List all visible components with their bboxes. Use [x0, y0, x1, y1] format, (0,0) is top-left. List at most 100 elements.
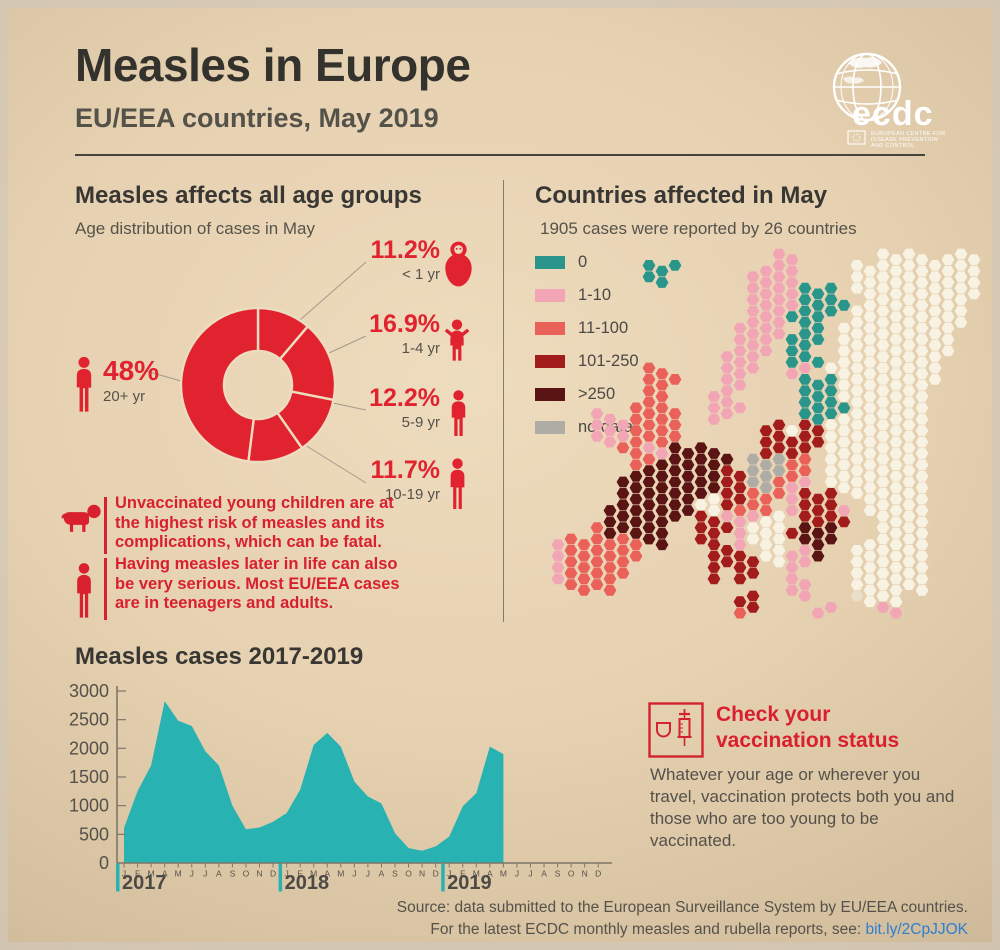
- hex-tile: [850, 453, 864, 465]
- hex-tile: [889, 607, 903, 619]
- hex-tile: [876, 602, 890, 613]
- hex-tile: [785, 288, 799, 300]
- hex-tile: [902, 339, 916, 351]
- hex-tile: [720, 499, 734, 511]
- hex-tile: [902, 510, 916, 522]
- hex-tile: [876, 499, 890, 511]
- hex-tile: [655, 482, 669, 494]
- hex-tile: [824, 442, 838, 454]
- hex-tile: [733, 379, 747, 391]
- hex-tile: [642, 533, 656, 545]
- hex-tile: [928, 362, 942, 374]
- y-tick-label: 500: [79, 824, 109, 844]
- month-tick-label: S: [230, 869, 236, 879]
- map-legend-item: >250: [535, 378, 639, 411]
- hex-tile: [902, 271, 916, 283]
- hex-tile: [798, 419, 812, 431]
- hex-tile: [954, 282, 968, 294]
- hex-tile: [655, 448, 669, 459]
- hex-tile: [837, 322, 851, 334]
- hex-tile: [902, 248, 916, 260]
- hex-tile: [837, 413, 851, 425]
- hex-tile: [603, 539, 617, 551]
- hex-tile: [720, 556, 734, 568]
- area-series: [124, 701, 504, 863]
- teen-icon: [450, 458, 465, 509]
- hex-tile: [720, 476, 734, 488]
- hex-tile: [564, 556, 578, 568]
- legend-swatch: [535, 289, 565, 302]
- hex-tile: [746, 533, 760, 545]
- hex-tile: [863, 334, 877, 345]
- hex-tile: [707, 562, 721, 573]
- hex-tile: [954, 317, 968, 328]
- hex-tile: [876, 590, 890, 602]
- hex-tile: [655, 425, 669, 437]
- hex-tile: [824, 408, 838, 419]
- hex-tile: [616, 556, 630, 568]
- hex-tile: [564, 567, 578, 579]
- hex-tile: [772, 442, 786, 454]
- hex-tile: [681, 459, 695, 471]
- hex-tile: [707, 391, 721, 402]
- hex-tile: [837, 459, 851, 471]
- hex-tile: [850, 408, 864, 419]
- hex-tile: [655, 265, 669, 277]
- month-tick-label: D: [270, 869, 276, 879]
- eu-flag-icon: [847, 130, 866, 145]
- hex-tile: [824, 305, 838, 317]
- hex-tile: [655, 470, 669, 482]
- map-section-title: Countries affected in May: [535, 182, 828, 209]
- hex-tile: [850, 305, 864, 317]
- hex-tile: [772, 419, 786, 431]
- hex-tile: [590, 419, 604, 431]
- hex-tile: [785, 573, 799, 585]
- hex-tile: [603, 516, 617, 528]
- hex-tile: [837, 436, 851, 448]
- hex-tile: [668, 260, 682, 271]
- month-tick-label: J: [366, 869, 370, 879]
- vaccination-callout-title: Check your vaccination status: [716, 703, 900, 752]
- hex-tile: [720, 362, 734, 374]
- hex-tile: [876, 533, 890, 545]
- hex-tile: [850, 590, 864, 602]
- hex-tile: [824, 396, 838, 408]
- y-tick-label: 3000: [69, 681, 109, 701]
- hex-tile: [954, 305, 968, 317]
- hex-tile: [850, 385, 864, 397]
- donut-slice-20+yr: [179, 306, 260, 463]
- hex-tile: [746, 317, 760, 328]
- donut-label-5-9yr: 12.2% 5-9 yr: [330, 384, 440, 432]
- pct-value: 12.2%: [369, 384, 440, 412]
- hex-tile: [668, 419, 682, 431]
- legend-swatch: [535, 322, 565, 335]
- hex-tile: [811, 505, 825, 516]
- hex-tile: [616, 419, 630, 431]
- hex-tile: [837, 345, 851, 357]
- hex-tile: [551, 562, 565, 573]
- hex-tile: [928, 282, 942, 294]
- hex-tile: [811, 413, 825, 425]
- hex-tile: [551, 550, 565, 562]
- hex-tile: [733, 356, 747, 368]
- hex-tile: [902, 533, 916, 545]
- pct-value: 11.7%: [370, 456, 440, 484]
- hex-tile: [694, 510, 708, 522]
- hex-tile: [915, 345, 929, 357]
- hex-tile: [772, 545, 786, 556]
- pct-value: 16.9%: [369, 310, 440, 338]
- hex-tile: [850, 374, 864, 385]
- hex-tile: [863, 459, 877, 471]
- month-tick-label: J: [447, 869, 451, 879]
- legend-swatch: [535, 355, 565, 368]
- hex-tile: [941, 299, 955, 311]
- report-link[interactable]: bit.ly/2CpJJOK: [865, 921, 968, 938]
- hex-tile: [629, 425, 643, 437]
- hex-tile: [668, 476, 682, 488]
- hex-tile: [863, 413, 877, 425]
- hex-tile: [707, 493, 721, 505]
- hex-tile: [889, 265, 903, 277]
- hex-tile: [811, 539, 825, 551]
- hex-tile: [876, 271, 890, 283]
- hex-tile: [720, 545, 734, 556]
